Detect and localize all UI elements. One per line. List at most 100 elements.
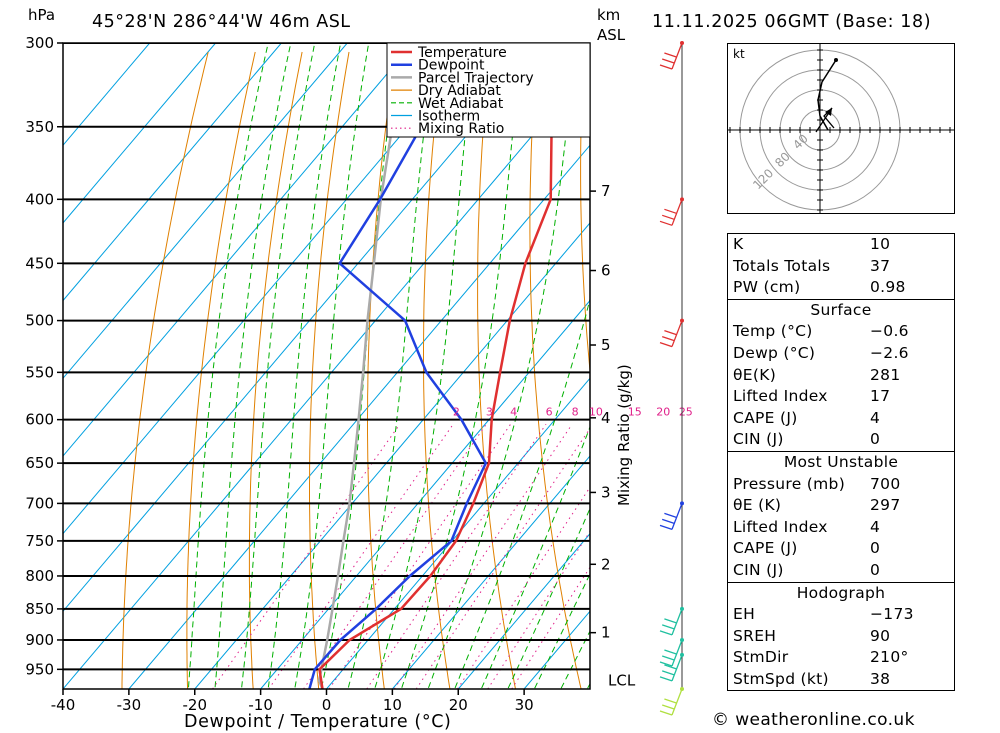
copyright-footer[interactable]: © weatheronline.co.uk bbox=[712, 710, 915, 730]
index-row: Totals Totals 37 bbox=[728, 256, 954, 278]
mixing-ratio-label: 10 bbox=[589, 406, 603, 419]
index-value: 700 bbox=[870, 474, 901, 493]
pressure-tick-label: 950 bbox=[25, 660, 54, 678]
isotherm-line bbox=[63, 43, 414, 457]
lcl-label: LCL bbox=[608, 672, 636, 690]
hodograph-unit: kt bbox=[733, 47, 745, 61]
hodograph-ring-label: 120 bbox=[750, 166, 776, 192]
temp-tick-label: 30 bbox=[515, 696, 534, 714]
mixing-ratio-line bbox=[487, 530, 590, 689]
index-value: 210° bbox=[870, 648, 909, 667]
index-label: K bbox=[733, 235, 744, 253]
temperature-line bbox=[318, 43, 563, 689]
dry-adiabat-line bbox=[630, 52, 713, 689]
pressure-tick-label: 300 bbox=[25, 34, 54, 52]
isotherm-line bbox=[63, 43, 151, 147]
dry-adiabat-line bbox=[959, 52, 1000, 689]
index-label: θE(K) bbox=[733, 365, 777, 384]
index-label: Pressure (mb) bbox=[733, 474, 846, 493]
mixing-ratio-line bbox=[268, 423, 454, 689]
isotherm-line bbox=[63, 43, 216, 224]
index-row: Pressure (mb) 700 bbox=[728, 474, 954, 496]
index-row: EH −173 bbox=[728, 604, 954, 626]
location-title: 45°28'N 286°44'W 46m ASL bbox=[92, 12, 351, 32]
mixing-ratio-label: 25 bbox=[679, 406, 693, 419]
mixing-ratio-line bbox=[393, 423, 573, 689]
wet-adiabat-line bbox=[214, 43, 292, 689]
temp-tick-label: 10 bbox=[383, 696, 402, 714]
temp-tick-label: -20 bbox=[183, 696, 208, 714]
isotherm-line bbox=[63, 43, 546, 613]
wet-adiabat-line bbox=[240, 43, 316, 689]
surface-title: Surface bbox=[810, 300, 872, 319]
pressure-tick-label: 600 bbox=[25, 411, 54, 429]
pressure-tick-label: 850 bbox=[25, 600, 54, 618]
x-axis-label: Dewpoint / Temperature (°C) bbox=[184, 712, 451, 732]
index-row: CIN (J) 0 bbox=[728, 560, 954, 582]
temp-tick-label: 0 bbox=[322, 696, 332, 714]
general-indices: K 10 Totals Totals 37 PW (cm) 0.98 bbox=[728, 234, 954, 299]
legend-entry: Parcel Trajectory bbox=[418, 70, 534, 86]
index-value: −2.6 bbox=[870, 343, 909, 362]
index-row: Lifted Index 17 bbox=[728, 386, 954, 408]
pressure-tick-label: 500 bbox=[25, 312, 54, 330]
index-value: 4 bbox=[870, 517, 881, 536]
index-label: StmSpd (kt) bbox=[733, 669, 829, 688]
skewt-grid bbox=[63, 43, 1000, 689]
wind-barb bbox=[659, 318, 684, 348]
hodograph-indices: Hodograph EH −173 SREH 90 StmDir 210° StmSpd (… bbox=[728, 581, 954, 691]
index-row: StmSpd (kt) 38 bbox=[728, 669, 954, 691]
wet-adiabat-line bbox=[533, 572, 590, 689]
dry-adiabat-line bbox=[186, 51, 256, 689]
isotherm-line bbox=[457, 532, 590, 689]
mixing-ratio-label: 4 bbox=[510, 406, 517, 419]
index-value: 10 bbox=[870, 235, 891, 253]
hodograph-panel: kt 40 80 120 bbox=[727, 43, 955, 214]
pressure-tick-label: 800 bbox=[25, 567, 54, 585]
asl-unit-label: ASL bbox=[597, 26, 626, 44]
dry-adiabat-line bbox=[309, 51, 350, 689]
km-tick-label: 7 bbox=[601, 182, 611, 200]
mixing-ratio-label: 6 bbox=[546, 406, 553, 419]
pressure-tick-label: 450 bbox=[25, 254, 54, 272]
isotherm-line bbox=[128, 144, 590, 689]
plot-frame bbox=[62, 42, 591, 690]
wind-barb bbox=[659, 501, 684, 531]
wind-barb bbox=[659, 41, 684, 70]
parcel-trajectory-line bbox=[317, 77, 402, 689]
wind-barb bbox=[659, 606, 684, 636]
mixing-ratio-label: 8 bbox=[572, 406, 579, 419]
index-value: 0 bbox=[870, 430, 881, 449]
temp-tick-label: -10 bbox=[248, 696, 273, 714]
dry-adiabat-line bbox=[248, 51, 303, 689]
index-row: CAPE (J) 4 bbox=[728, 408, 954, 430]
dry-adiabat-line bbox=[580, 51, 590, 377]
pressure-tick-label: 900 bbox=[25, 631, 54, 649]
pressure-tick-label: 400 bbox=[25, 190, 54, 208]
pressure-tick-label: 350 bbox=[25, 118, 54, 136]
index-value: 281 bbox=[870, 365, 901, 384]
surface-indices: Surface Temp (°C) −0.6 Dewp (°C) −2.6 θE(K) 2… bbox=[728, 298, 954, 451]
index-label: CIN (J) bbox=[733, 430, 784, 449]
index-value: 38 bbox=[870, 669, 891, 688]
index-value: 0 bbox=[870, 539, 881, 558]
mixing-ratio-line bbox=[366, 423, 547, 689]
index-value: −0.6 bbox=[870, 322, 909, 341]
legend-entry: Mixing Ratio bbox=[418, 121, 504, 137]
index-value: −173 bbox=[870, 605, 914, 624]
dry-adiabat-line bbox=[529, 51, 582, 689]
index-label: Totals Totals bbox=[733, 256, 831, 275]
index-value: 297 bbox=[870, 496, 901, 515]
mixing-ratio-line bbox=[415, 427, 590, 689]
index-row: Dewp (°C) −2.6 bbox=[728, 343, 954, 365]
legend-entry: Temperature bbox=[417, 45, 507, 61]
mixing-ratio-label: 3 bbox=[486, 406, 493, 419]
wind-barb bbox=[659, 687, 684, 716]
wind-barbs bbox=[659, 41, 684, 716]
pressure-tick-label: 750 bbox=[25, 532, 54, 550]
legend-entry: Dry Adiabat bbox=[418, 83, 501, 99]
index-label: PW (cm) bbox=[733, 278, 801, 297]
hodograph-ring-label: 80 bbox=[772, 149, 793, 170]
